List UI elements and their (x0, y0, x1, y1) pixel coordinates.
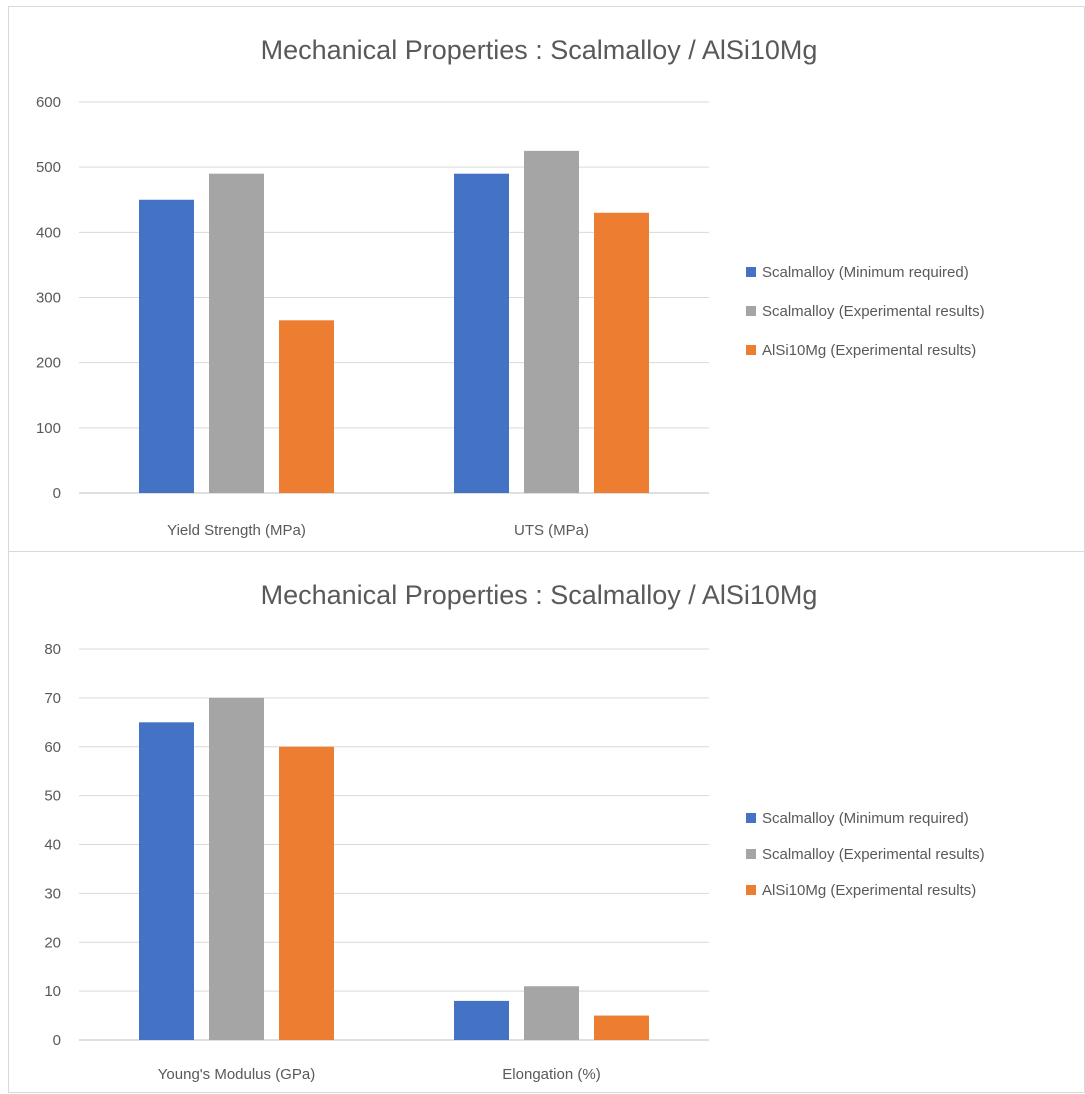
legend-label: AlSi10Mg (Experimental results) (762, 342, 976, 359)
bar (209, 173, 264, 493)
x-category-label: Yield Strength (MPa) (167, 522, 306, 539)
y-tick-label: 0 (53, 1032, 61, 1049)
bar (524, 150, 579, 493)
bar (454, 1000, 509, 1040)
chart-panel-top: Mechanical Properties : Scalmalloy / AlS… (8, 6, 1085, 552)
legend-label: Scalmalloy (Minimum required) (762, 810, 969, 827)
legend-label: AlSi10Mg (Experimental results) (762, 882, 976, 899)
bar (139, 199, 194, 493)
chart-top: Mechanical Properties : Scalmalloy / AlS… (36, 35, 985, 539)
y-tick-label: 400 (36, 224, 61, 241)
x-category-label: Elongation (%) (502, 1066, 600, 1083)
y-tick-label: 30 (44, 885, 61, 902)
y-tick-label: 600 (36, 94, 61, 111)
bar (279, 320, 334, 493)
x-category-label: UTS (MPa) (514, 522, 589, 539)
y-tick-label: 60 (44, 739, 61, 756)
y-tick-label: 10 (44, 983, 61, 1000)
legend-label: Scalmalloy (Experimental results) (762, 846, 985, 863)
bar (594, 1015, 649, 1040)
y-tick-label: 70 (44, 690, 61, 707)
chart-bottom: Mechanical Properties : Scalmalloy / AlS… (44, 580, 985, 1083)
bar (454, 173, 509, 493)
chart-title: Mechanical Properties : Scalmalloy / AlS… (261, 35, 818, 65)
y-tick-label: 40 (44, 837, 61, 854)
y-tick-label: 300 (36, 290, 61, 307)
chart-title: Mechanical Properties : Scalmalloy / AlS… (261, 580, 818, 610)
y-tick-label: 50 (44, 788, 61, 805)
bar (139, 722, 194, 1040)
legend-label: Scalmalloy (Experimental results) (762, 303, 985, 320)
y-tick-label: 0 (53, 485, 61, 502)
x-category-label: Young's Modulus (GPa) (158, 1066, 315, 1083)
legend-swatch (746, 813, 756, 823)
legend-swatch (746, 345, 756, 355)
legend-label: Scalmalloy (Minimum required) (762, 264, 969, 281)
chart-panel-bottom: Mechanical Properties : Scalmalloy / AlS… (8, 551, 1085, 1093)
legend-swatch (746, 849, 756, 859)
y-tick-label: 20 (44, 934, 61, 951)
bar (524, 986, 579, 1040)
y-tick-label: 100 (36, 420, 61, 437)
legend-swatch (746, 306, 756, 316)
bar (594, 212, 649, 494)
y-tick-label: 80 (44, 641, 61, 658)
bar (209, 697, 264, 1040)
y-tick-label: 200 (36, 355, 61, 372)
y-tick-label: 500 (36, 159, 61, 176)
legend-swatch (746, 885, 756, 895)
bar (279, 746, 334, 1040)
legend-swatch (746, 267, 756, 277)
